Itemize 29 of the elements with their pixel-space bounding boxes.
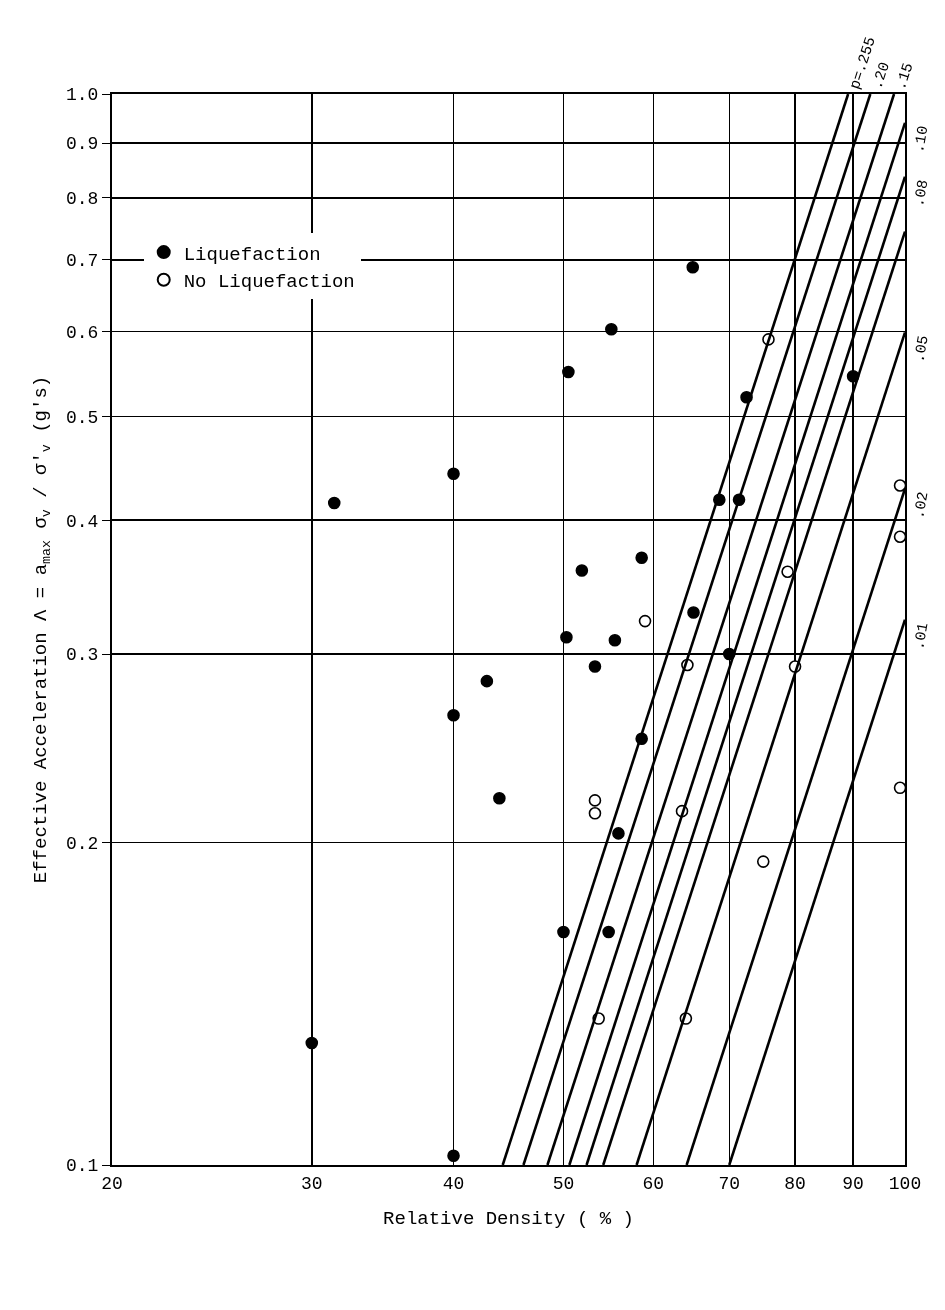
y-tick-label: 0.2 bbox=[65, 833, 99, 854]
text: .10 bbox=[911, 124, 933, 155]
y-tick-label: 0.6 bbox=[65, 322, 99, 343]
x-tick-label: 50 bbox=[552, 1173, 575, 1194]
text: .05 bbox=[911, 334, 933, 364]
text: .01 bbox=[911, 621, 933, 651]
x-tick-label: 90 bbox=[842, 1173, 864, 1194]
text: .02 bbox=[911, 490, 933, 521]
x-tick-label: 30 bbox=[300, 1173, 323, 1194]
x-tick-label: 40 bbox=[442, 1173, 465, 1194]
y-tick-label: 0.8 bbox=[65, 189, 99, 210]
y-tick-label: 0.9 bbox=[65, 134, 99, 155]
x-tick-label: 60 bbox=[642, 1173, 665, 1194]
y-tick-label: 1.0 bbox=[65, 85, 99, 106]
x-tick-label: 20 bbox=[101, 1173, 123, 1194]
x-tick-label: 70 bbox=[718, 1173, 741, 1194]
text: .08 bbox=[911, 178, 933, 209]
text: .15 bbox=[892, 60, 918, 92]
y-tick-label: 0.1 bbox=[65, 1156, 99, 1177]
text: .20 bbox=[869, 60, 894, 92]
x-axis-title: Relative Density ( % ) bbox=[383, 1207, 634, 1230]
x-tick-label: 100 bbox=[888, 1173, 922, 1194]
x-tick-label: 80 bbox=[784, 1173, 806, 1194]
y-tick-label: 0.3 bbox=[65, 645, 99, 666]
y-tick-label: 0.7 bbox=[65, 251, 99, 272]
legend-label: Liquefaction bbox=[183, 243, 321, 266]
y-tick-label: 0.4 bbox=[65, 511, 99, 532]
y-tick-label: 0.5 bbox=[65, 407, 99, 428]
legend-label: No Liquefaction bbox=[183, 271, 355, 294]
